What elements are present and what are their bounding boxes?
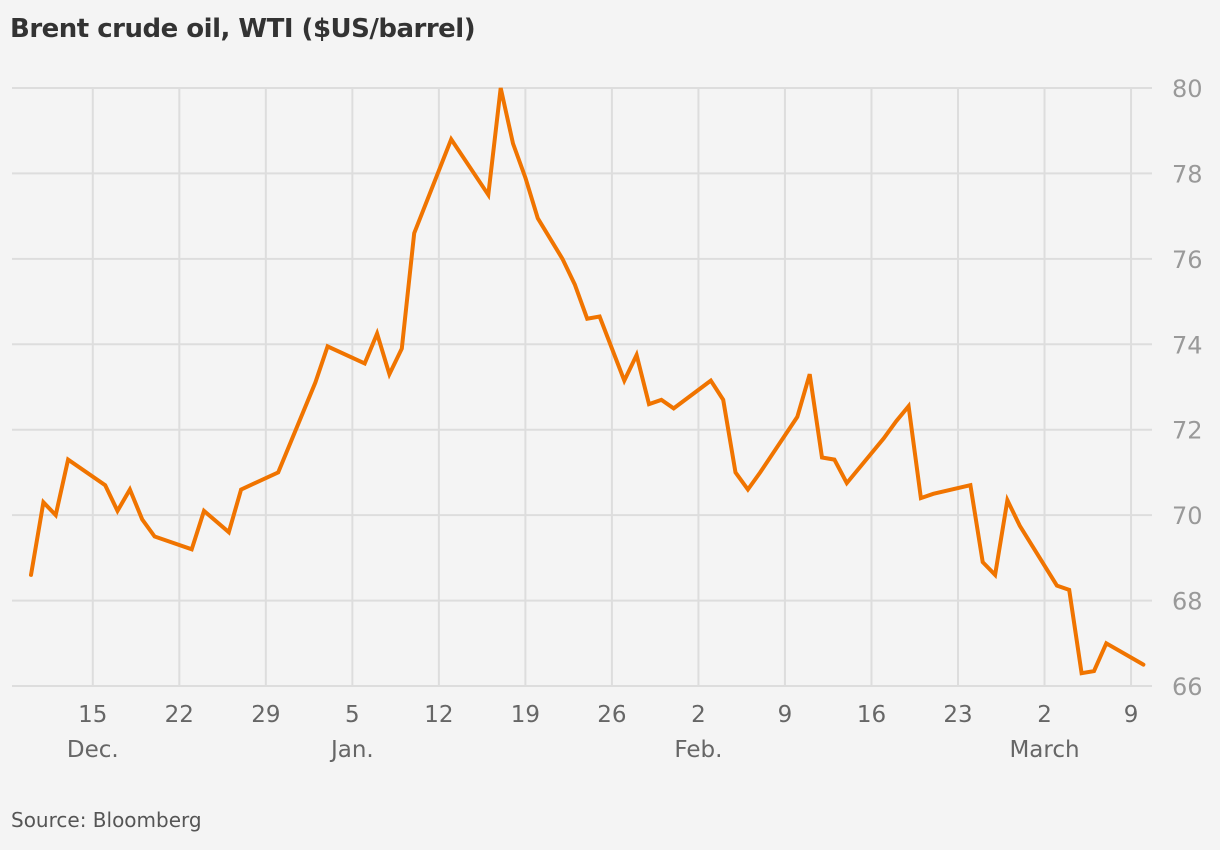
x-tick-label: 9 (1124, 702, 1139, 728)
x-axis-labels: 15 Dec. 22 29 5 Jan. 12 19 26 2 Feb. 9 16 23 2 March 9 (67, 702, 1138, 763)
x-tick-label: 9 (778, 702, 793, 728)
x-month-label: March (1009, 737, 1079, 763)
x-tick-label: 2 (691, 702, 706, 728)
y-tick-label: 80 (1172, 75, 1203, 103)
y-tick-label: 72 (1172, 417, 1203, 445)
x-tick-label: 22 (165, 702, 194, 728)
x-tick-label: 5 (345, 702, 360, 728)
x-tick-label: 12 (424, 702, 453, 728)
wti-price-line (29, 87, 1146, 676)
y-tick-label: 74 (1172, 331, 1203, 359)
y-tick-label: 76 (1172, 246, 1203, 274)
y-tick-label: 78 (1172, 160, 1203, 188)
x-tick-label: 2 (1037, 702, 1052, 728)
x-month-label: Jan. (329, 737, 374, 763)
y-tick-label: 70 (1172, 502, 1203, 530)
x-tick-label: 16 (857, 702, 886, 728)
y-axis-labels: 66 68 70 72 74 76 78 80 (1172, 75, 1203, 701)
x-tick-label: 29 (251, 702, 280, 728)
y-tick-label: 68 (1172, 588, 1203, 616)
gridlines (12, 87, 1152, 687)
y-tick-label: 66 (1172, 673, 1203, 701)
chart-title: Brent crude oil, WTI ($US/barrel) (10, 14, 476, 44)
x-month-label: Dec. (67, 737, 119, 763)
x-tick-label: 23 (943, 702, 972, 728)
x-tick-label: 19 (511, 702, 540, 728)
x-tick-label: 26 (597, 702, 626, 728)
x-month-label: Feb. (674, 737, 722, 763)
x-tick-label: 15 (78, 702, 107, 728)
source-note: Source: Bloomberg (11, 808, 202, 832)
